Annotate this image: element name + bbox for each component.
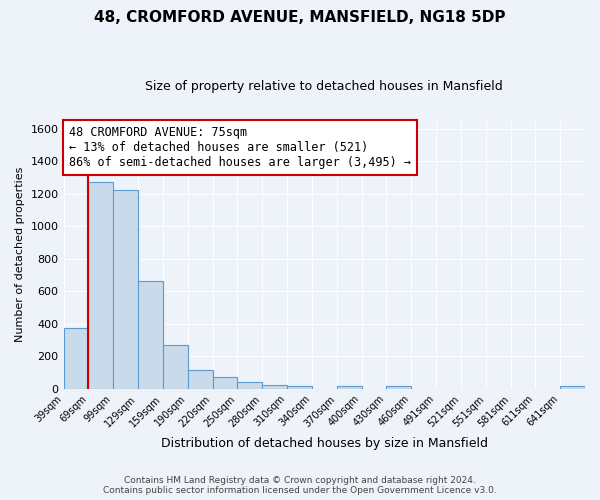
Bar <box>138 280 163 389</box>
Bar <box>262 385 287 389</box>
Bar <box>88 182 113 389</box>
Bar <box>386 386 411 389</box>
Bar <box>163 345 188 389</box>
Y-axis label: Number of detached properties: Number of detached properties <box>15 167 25 342</box>
Text: Contains HM Land Registry data © Crown copyright and database right 2024.
Contai: Contains HM Land Registry data © Crown c… <box>103 476 497 495</box>
X-axis label: Distribution of detached houses by size in Mansfield: Distribution of detached houses by size … <box>161 437 488 450</box>
Bar <box>188 370 212 389</box>
Text: 48, CROMFORD AVENUE, MANSFIELD, NG18 5DP: 48, CROMFORD AVENUE, MANSFIELD, NG18 5DP <box>94 10 506 25</box>
Bar <box>560 386 585 389</box>
Title: Size of property relative to detached houses in Mansfield: Size of property relative to detached ho… <box>145 80 503 93</box>
Text: 48 CROMFORD AVENUE: 75sqm
← 13% of detached houses are smaller (521)
86% of semi: 48 CROMFORD AVENUE: 75sqm ← 13% of detac… <box>69 126 411 169</box>
Bar <box>64 328 88 389</box>
Bar <box>287 386 312 389</box>
Bar <box>337 386 362 389</box>
Bar <box>113 190 138 389</box>
Bar <box>212 376 238 389</box>
Bar <box>238 382 262 389</box>
